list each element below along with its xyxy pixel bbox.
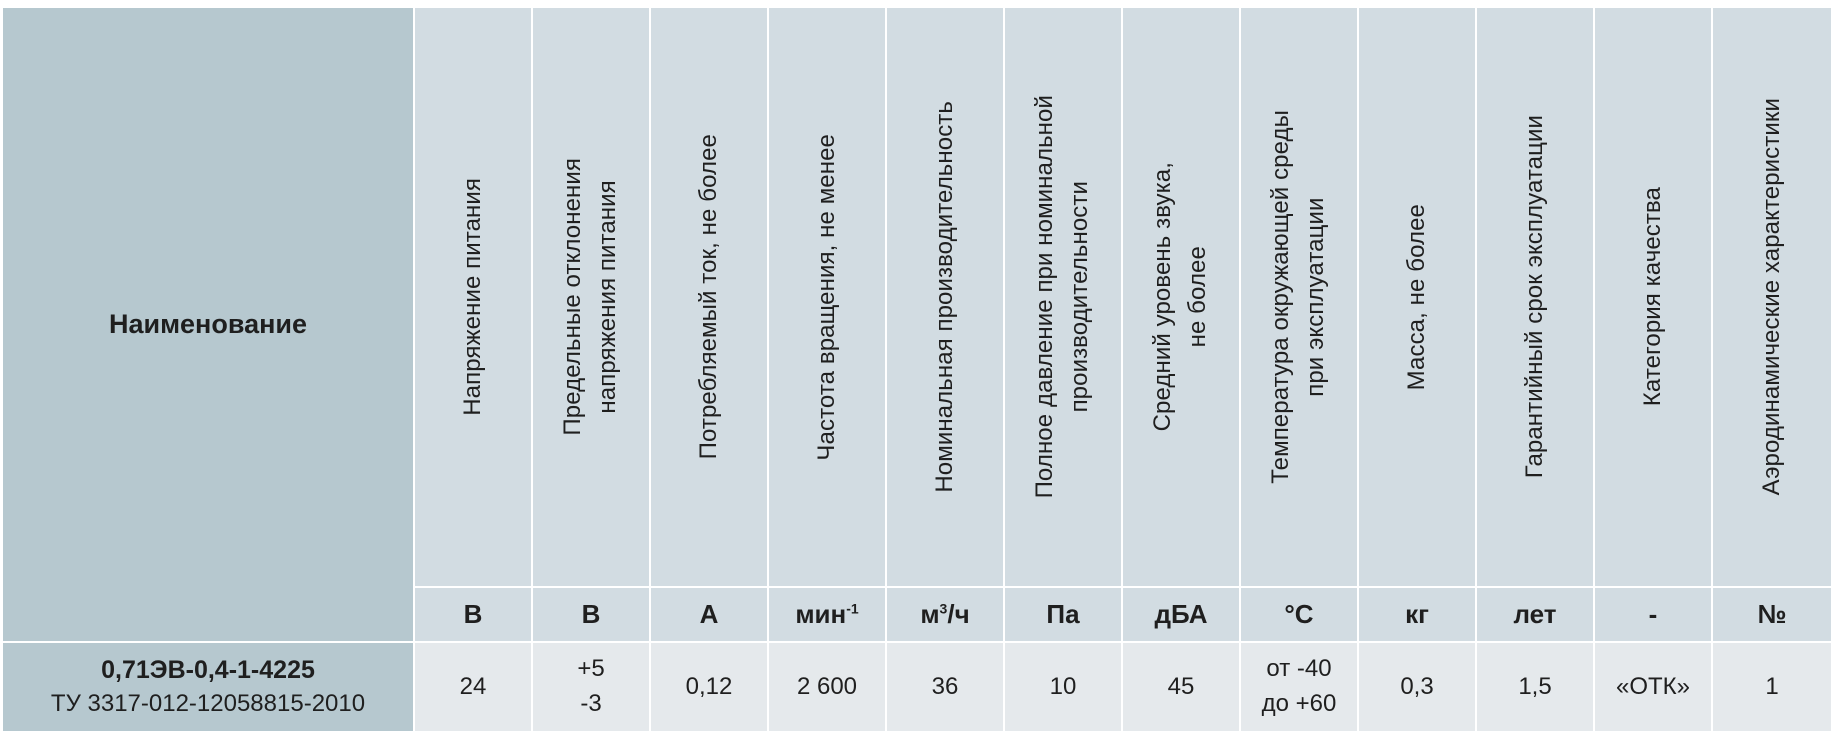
header-voltage: Напряжение питания [414,8,533,588]
header-rotation-speed: Частота вращения, не менее [768,8,887,588]
unit-cell: В [414,587,533,643]
header-label: Предельные отклонения напряжения питания [559,158,621,436]
header-label: Температура окружающей среды при эксплуа… [1267,110,1329,484]
header-label: Масса, не более [1402,203,1430,391]
header-label: Гарантийный срок эксплуатации [1520,115,1548,479]
header-label: Частота вращения, не менее [812,133,840,461]
value-cell: 1 [1712,642,1833,733]
unit-main: мин [795,599,847,629]
value-cell: 0,12 [650,642,769,733]
unit-cell: °С [1240,587,1359,643]
value-cell: 0,3 [1358,642,1477,733]
value-cell: 10 [1004,642,1123,733]
header-row: Наименование Напряжение питания Предельн… [3,8,1833,643]
unit-cell: мин-1 [768,587,887,643]
value-cell: 45 [1122,642,1241,733]
unit-cell: В [532,587,651,643]
product-row: 0,71ЭВ-0,4-1-4225 ТУ 3317-012-12058815-2… [3,642,1833,733]
header-pressure: Полное давление при номинальной производ… [1004,8,1123,588]
units-row: В В А мин-1 м3/ч Па дБА °С кг лет - № [3,587,1833,643]
unit-cell: дБА [1122,587,1241,643]
header-label: Номинальная производительность [930,101,958,493]
header-label: Аэродинамические характеристики [1757,98,1785,496]
header-label: Полное давление при номинальной производ… [1031,95,1093,499]
value-cell: +5 -3 [532,642,651,733]
header-warranty: Гарантийный срок эксплуатации [1476,8,1595,588]
specifications-table: Наименование Напряжение питания Предельн… [3,8,1833,733]
product-spec: ТУ 3317-012-12058815-2010 [50,689,366,717]
unit-cell: лет [1476,587,1595,643]
unit-cell: № [1712,587,1833,643]
value-cell: 1,5 [1476,642,1595,733]
header-aerodynamics: Аэродинамические характеристики [1712,8,1833,588]
value-cell: от -40 до +60 [1240,642,1359,733]
unit-superscript: 3 [939,600,948,617]
product-model: 0,71ЭВ-0,4-1-4225 [101,655,315,684]
header-current: Потребляемый ток, не более [650,8,769,588]
value-cell: 36 [886,642,1005,733]
header-label: Напряжение питания [458,178,486,416]
value-cell: «ОТК» [1594,642,1713,733]
header-mass: Масса, не более [1358,8,1477,588]
header-temperature: Температура окружающей среды при эксплуа… [1240,8,1359,588]
header-noise: Средний уровень звука, не более [1122,8,1241,588]
value-cell: 2 600 [768,642,887,733]
header-label: Категория качества [1638,187,1666,407]
unit-cell: - [1594,587,1713,643]
unit-superscript: -1 [846,600,859,617]
unit-cell: А [650,587,769,643]
header-label: Средний уровень звука, не более [1149,162,1211,432]
unit-tail: /ч [947,599,970,629]
unit-cell: Па [1004,587,1123,643]
header-airflow: Номинальная производительность [886,8,1005,588]
unit-cell: кг [1358,587,1477,643]
product-name-cell: 0,71ЭВ-0,4-1-4225 ТУ 3317-012-12058815-2… [3,642,415,733]
value-cell: 24 [414,642,533,733]
unit-main: м [920,599,940,629]
header-label: Потребляемый ток, не более [694,134,722,460]
unit-cell: м3/ч [886,587,1005,643]
header-quality: Категория качества [1594,8,1713,588]
header-voltage-deviation: Предельные отклонения напряжения питания [532,8,651,588]
name-column-header: Наименование [3,8,415,643]
